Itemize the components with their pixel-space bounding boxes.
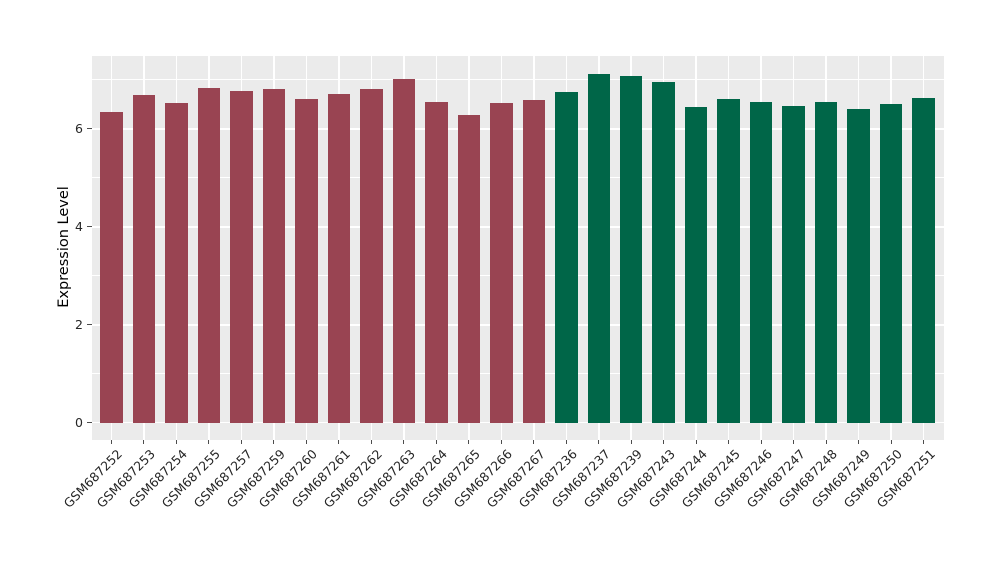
bar-GSM687263 bbox=[392, 78, 416, 423]
x-axis-tick-GSM687262 bbox=[370, 439, 372, 444]
y-axis-tick-4 bbox=[87, 226, 92, 228]
x-axis-tick-GSM687259 bbox=[273, 439, 275, 444]
bar-GSM687246 bbox=[749, 101, 773, 423]
minor-gridline-y-3 bbox=[91, 275, 944, 277]
x-axis-tick-GSM687251 bbox=[923, 439, 925, 444]
bar-GSM687247 bbox=[782, 106, 805, 423]
y-tick-label-6: 6 bbox=[75, 120, 83, 136]
x-axis-tick-GSM687249 bbox=[858, 439, 860, 444]
x-axis-tick-GSM687261 bbox=[338, 439, 340, 444]
major-gridline-y-0 bbox=[91, 421, 944, 424]
bar-GSM687250 bbox=[879, 104, 903, 423]
minor-gridline-y-5 bbox=[91, 177, 944, 179]
x-axis-tick-GSM687265 bbox=[468, 439, 470, 444]
bar-GSM687265 bbox=[457, 115, 481, 423]
x-axis-tick-GSM687266 bbox=[500, 439, 502, 444]
x-axis-tick-GSM687246 bbox=[760, 439, 762, 444]
bar-GSM687260 bbox=[295, 99, 318, 423]
bar-GSM687259 bbox=[262, 89, 286, 423]
x-axis-tick-GSM687257 bbox=[240, 439, 242, 444]
bar-GSM687248 bbox=[814, 102, 838, 423]
x-axis-tick-GSM687244 bbox=[695, 439, 697, 444]
bar-GSM687262 bbox=[360, 89, 383, 423]
x-axis-tick-GSM687253 bbox=[143, 439, 145, 444]
bar-GSM687266 bbox=[490, 103, 513, 423]
x-axis-tick-GSM687260 bbox=[305, 439, 307, 444]
x-axis-tick-GSM687245 bbox=[728, 439, 730, 444]
bar-GSM687252 bbox=[100, 111, 123, 423]
y-axis-tick-0 bbox=[87, 422, 92, 424]
x-axis-tick-GSM687243 bbox=[663, 439, 665, 444]
x-axis-tick-GSM687237 bbox=[598, 439, 600, 444]
y-tick-label-0: 0 bbox=[75, 414, 83, 430]
bar-GSM687261 bbox=[327, 94, 351, 423]
minor-gridline-y-1 bbox=[91, 373, 944, 375]
x-axis-tick-GSM687252 bbox=[110, 439, 112, 444]
bar-GSM687267 bbox=[522, 100, 546, 423]
y-tick-label-2: 2 bbox=[75, 316, 83, 332]
x-axis-tick-GSM687263 bbox=[403, 439, 405, 444]
x-axis-tick-GSM687239 bbox=[630, 439, 632, 444]
major-gridline-y-4 bbox=[91, 226, 944, 228]
x-axis-tick-GSM687264 bbox=[435, 439, 437, 444]
bar-GSM687236 bbox=[555, 92, 578, 423]
y-tick-label-4: 4 bbox=[75, 218, 83, 234]
x-axis-tick-GSM687254 bbox=[175, 439, 177, 444]
y-axis-title: Expression Level bbox=[56, 186, 72, 308]
bar-GSM687251 bbox=[912, 98, 935, 423]
bar-GSM687254 bbox=[165, 103, 188, 423]
y-axis-tick-2 bbox=[87, 324, 92, 326]
bar-GSM687239 bbox=[619, 76, 643, 423]
bar-GSM687249 bbox=[847, 108, 870, 423]
bar-GSM687264 bbox=[425, 101, 448, 423]
x-axis-tick-GSM687248 bbox=[825, 439, 827, 444]
bar-GSM687237 bbox=[587, 73, 610, 423]
x-axis-tick-GSM687250 bbox=[890, 439, 892, 444]
bar-GSM687244 bbox=[684, 107, 708, 423]
y-axis-tick-6 bbox=[87, 128, 92, 130]
major-gridline-y-2 bbox=[91, 323, 944, 326]
x-axis-tick-GSM687267 bbox=[533, 439, 535, 444]
bar-GSM687245 bbox=[717, 98, 740, 423]
minor-gridline-y-7 bbox=[91, 79, 944, 81]
bar-GSM687255 bbox=[197, 88, 221, 423]
x-axis-tick-GSM687255 bbox=[208, 439, 210, 444]
x-axis-tick-GSM687247 bbox=[793, 439, 795, 444]
major-gridline-y-6 bbox=[91, 128, 944, 130]
x-axis-tick-GSM687236 bbox=[565, 439, 567, 444]
bar-GSM687243 bbox=[652, 81, 675, 423]
bar-GSM687257 bbox=[230, 91, 253, 423]
bar-GSM687253 bbox=[132, 95, 156, 423]
